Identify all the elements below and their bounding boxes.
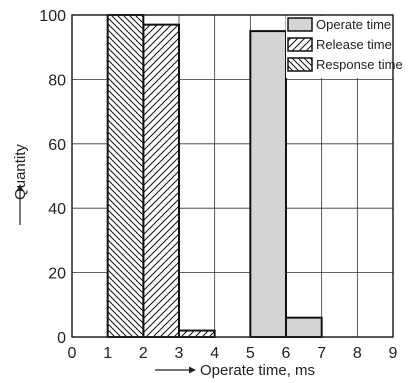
bar-release-time-1 xyxy=(178,329,216,338)
bar-operate-time-0 xyxy=(249,30,287,338)
y-tick-label-1: 20 xyxy=(48,266,66,283)
legend-label-release-time: Release time xyxy=(316,37,392,52)
x-tick-label-4: 4 xyxy=(210,345,219,362)
x-tick-label-1: 1 xyxy=(103,345,112,362)
legend-label-response-time: Response time xyxy=(316,57,403,72)
x-tick-label-7: 7 xyxy=(317,345,326,362)
x-axis-title: Operate time, ms xyxy=(200,362,315,379)
y-tick-label-5: 100 xyxy=(39,8,66,25)
x-axis-title-group: Operate time, ms xyxy=(155,362,315,379)
y-axis-title-group: Quantity xyxy=(12,144,29,225)
y-axis-title: Quantity xyxy=(12,144,29,200)
x-tick-label-2: 2 xyxy=(139,345,148,362)
legend-swatch-operate-time xyxy=(287,17,313,32)
bar-release-time-0 xyxy=(142,23,180,338)
legend: Operate time Release time Response time xyxy=(286,16,403,78)
y-tick-label-4: 80 xyxy=(48,72,66,89)
x-tick-label-8: 8 xyxy=(353,345,362,362)
x-tick-labels: 0 1 2 3 4 5 6 7 8 9 xyxy=(68,345,398,362)
x-tick-label-5: 5 xyxy=(246,345,255,362)
y-tick-label-0: 0 xyxy=(57,330,66,347)
y-tick-labels: 0 20 40 60 80 100 xyxy=(39,8,66,347)
y-axis-arrow-head xyxy=(16,184,24,191)
bar-response-time-0 xyxy=(106,14,145,338)
y-tick-label-2: 40 xyxy=(48,201,66,218)
bar-operate-time-1 xyxy=(285,316,323,338)
x-tick-label-9: 9 xyxy=(389,345,398,362)
legend-label-operate-time: Operate time xyxy=(316,17,391,32)
x-tick-label-0: 0 xyxy=(68,345,77,362)
legend-swatch-response-time xyxy=(287,57,313,72)
plot-frame xyxy=(71,14,394,338)
x-tick-label-3: 3 xyxy=(175,345,184,362)
x-axis-arrow-head xyxy=(189,366,196,374)
y-tick-label-3: 60 xyxy=(48,137,66,154)
x-tick-label-6: 6 xyxy=(282,345,291,362)
legend-swatch-release-time xyxy=(287,37,313,52)
bars-group xyxy=(106,14,323,338)
